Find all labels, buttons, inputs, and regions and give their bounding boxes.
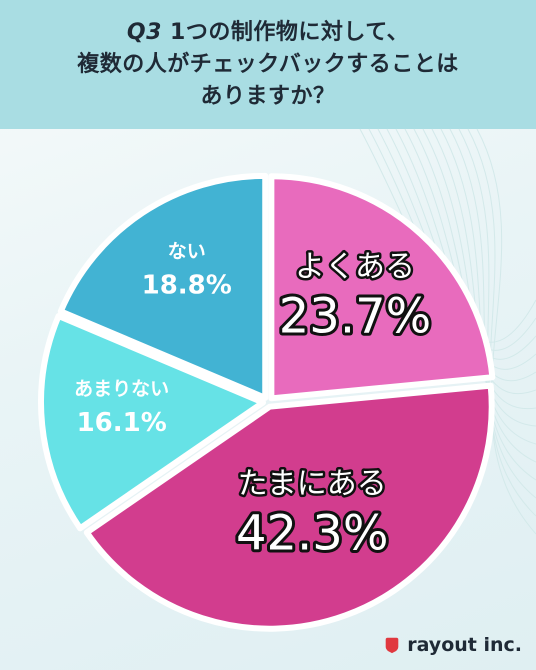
title-text-1: 1つの制作物に対して、 <box>161 19 410 45</box>
logo-icon <box>385 637 399 654</box>
pie-slices <box>38 172 496 632</box>
slice-percent-label: 18.8% <box>142 270 232 300</box>
slice-percent-label: 16.1% <box>77 408 167 438</box>
slice-category-label: ない <box>168 240 206 262</box>
slice-category-label: あまりない <box>74 378 169 400</box>
slice-category-label: よくある <box>295 249 415 284</box>
logo-text: rayout inc. <box>407 634 522 656</box>
title-line-2: 複数の人がチェックバックすることは <box>77 51 459 77</box>
pie-slice <box>83 382 495 632</box>
title-line-3: ありますか？ <box>200 83 336 109</box>
brand-logo: rayout inc. <box>383 634 522 656</box>
background-curve <box>476 128 536 535</box>
pie-slice <box>38 313 267 532</box>
pie-slice <box>268 173 496 402</box>
slice-percent-label: 42.3% <box>236 506 388 562</box>
title-banner: Q3 1つの制作物に対して、 複数の人がチェックバックすることは ありますか？ <box>0 0 536 129</box>
background-curve <box>467 128 536 517</box>
slice-category-label: たまにある <box>238 467 387 502</box>
slice-percent-label: 23.7% <box>279 288 431 344</box>
background-curve <box>458 128 536 499</box>
pie-labels: よくある 23.7% たまにある 42.3% あまりない 16.1% ない 18.8% <box>74 240 434 564</box>
question-number: Q3 <box>126 19 162 45</box>
title-line-1: Q3 1つの制作物に対して、 <box>127 17 409 49</box>
pie-slice <box>57 172 269 401</box>
